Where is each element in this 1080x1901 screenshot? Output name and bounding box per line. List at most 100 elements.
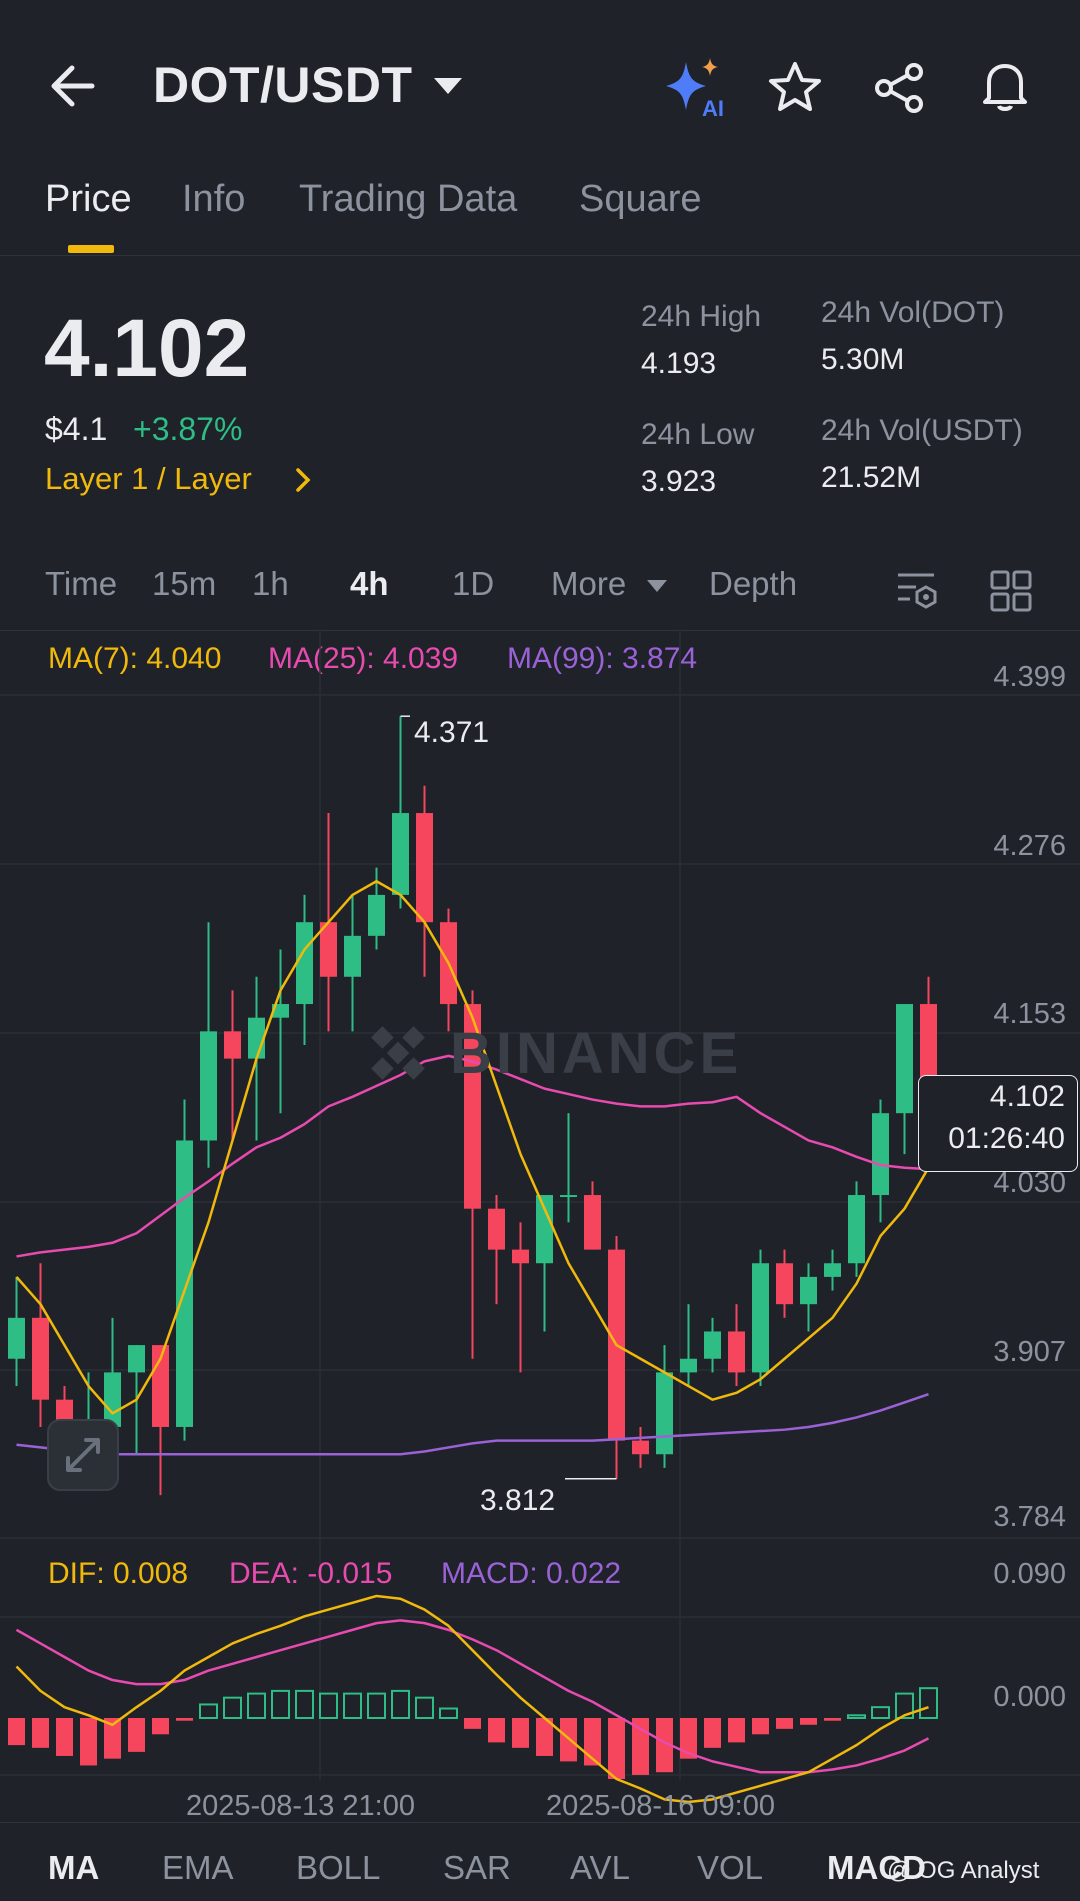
macd-bar xyxy=(223,1696,242,1719)
low-label: 24h Low xyxy=(641,418,755,451)
candle-body xyxy=(560,1195,577,1198)
ma7-legend: MA(7): 4.040 xyxy=(48,642,222,675)
price-change: +3.87% xyxy=(133,411,243,447)
dea-legend: DEA: -0.015 xyxy=(229,1557,393,1590)
top-bar: DOT/USDT AI xyxy=(0,0,1080,160)
x-axis-label: 2025-08-13 21:00 xyxy=(186,1790,415,1822)
tab-square[interactable]: Square xyxy=(579,178,702,220)
interval-depth[interactable]: Depth xyxy=(709,565,798,602)
star-icon[interactable] xyxy=(767,60,823,116)
macd-bar xyxy=(391,1689,410,1720)
interval-15m[interactable]: 15m xyxy=(152,565,217,602)
candle-body xyxy=(800,1276,817,1305)
interval-1h[interactable]: 1h xyxy=(252,565,289,602)
macd-bar xyxy=(152,1718,169,1735)
macd-bar xyxy=(895,1692,914,1719)
credit-watermark: @ OG Analyst xyxy=(887,1857,1040,1884)
tab-info[interactable]: Info xyxy=(182,178,246,220)
candle-body xyxy=(224,1031,241,1059)
candle-body xyxy=(584,1195,601,1250)
chevron-down-icon[interactable] xyxy=(432,74,464,98)
tab-trading-data[interactable]: Trading Data xyxy=(299,178,518,220)
macd-bar xyxy=(439,1707,458,1719)
back-arrow-icon[interactable] xyxy=(44,56,104,116)
chart-settings-icon[interactable] xyxy=(894,567,940,613)
macd-bar xyxy=(415,1696,434,1719)
current-price: 4.102 xyxy=(989,1080,1065,1113)
indicator-tab-ema[interactable]: EMA xyxy=(162,1849,234,1886)
interval-1d[interactable]: 1D xyxy=(452,565,495,602)
candle-body xyxy=(296,922,313,1005)
macd-bar xyxy=(728,1718,745,1743)
low-marker: 3.812 xyxy=(480,1484,556,1517)
tab-price[interactable]: Price xyxy=(45,178,132,220)
candle-body xyxy=(8,1317,25,1359)
indicator-tab-avl[interactable]: AVL xyxy=(570,1849,630,1886)
macd-bar xyxy=(824,1718,841,1721)
ma25-line xyxy=(16,1054,929,1258)
macd-bar xyxy=(608,1718,625,1779)
candle-body xyxy=(656,1372,673,1455)
dif-legend: DIF: 0.008 xyxy=(48,1557,189,1590)
candle-body xyxy=(32,1317,49,1400)
candle-body xyxy=(752,1263,769,1373)
interval-time[interactable]: Time xyxy=(45,565,118,602)
candle-body xyxy=(416,813,433,923)
share-icon[interactable] xyxy=(872,60,928,116)
macd-bar xyxy=(512,1718,529,1748)
macd-bar xyxy=(8,1718,25,1746)
price-axis-label: 4.276 xyxy=(993,830,1066,862)
indicator-tab-ma[interactable]: MA xyxy=(48,1849,100,1886)
candle-countdown: 01:26:40 xyxy=(948,1122,1065,1155)
ai-sparkle-icon[interactable]: AI xyxy=(662,56,728,122)
vol-quote-label: 24h Vol(USDT) xyxy=(821,414,1023,447)
layout-grid-icon[interactable] xyxy=(989,569,1033,613)
price-axis-label: 4.153 xyxy=(993,998,1066,1030)
candle-body xyxy=(632,1440,649,1455)
candle-body xyxy=(368,894,385,936)
chevron-right-icon[interactable] xyxy=(293,466,313,494)
macd-bar xyxy=(536,1718,553,1756)
high-label: 24h High xyxy=(641,300,762,333)
candle-body xyxy=(488,1208,505,1250)
macd-bar xyxy=(128,1718,145,1752)
high-marker: 4.371 xyxy=(414,716,490,749)
macd-bar xyxy=(295,1689,314,1720)
interval-bar: Time 15m 1h 4h 1D More Depth xyxy=(0,555,1080,631)
bell-icon[interactable] xyxy=(977,58,1033,114)
x-axis-label: 2025-08-16 09:00 xyxy=(546,1790,775,1822)
candle-body xyxy=(536,1195,553,1264)
macd-bar xyxy=(343,1692,362,1719)
macd-bar xyxy=(656,1718,673,1773)
vol-quote-value: 21.52M xyxy=(821,461,922,494)
ma25-legend: MA(25): 4.039 xyxy=(268,642,459,675)
binance-logo-icon xyxy=(371,1026,425,1080)
indicator-tabs: MA EMA BOLL SAR AVL VOL MACD xyxy=(0,1822,1080,1901)
candle-body xyxy=(272,1004,289,1018)
candle-body xyxy=(512,1249,529,1264)
expand-icon[interactable] xyxy=(46,1418,120,1492)
active-tab-indicator xyxy=(68,245,114,253)
macd-bar xyxy=(488,1718,505,1743)
vol-base-label: 24h Vol(DOT) xyxy=(821,296,1005,329)
high-value: 4.193 xyxy=(641,347,717,380)
indicator-tab-sar[interactable]: SAR xyxy=(443,1849,511,1886)
indicator-tab-macd[interactable]: MACD xyxy=(827,1849,926,1886)
svg-text:AI: AI xyxy=(702,96,724,121)
dif-line xyxy=(15,1594,929,1804)
macd-bar xyxy=(319,1692,338,1719)
macd-bar xyxy=(847,1714,866,1720)
category-link[interactable]: Layer 1 / Layer xyxy=(45,461,252,496)
indicator-tab-vol[interactable]: VOL xyxy=(697,1849,764,1886)
interval-more[interactable]: More xyxy=(551,565,627,602)
indicator-tab-boll[interactable]: BOLL xyxy=(296,1849,381,1886)
pair-title[interactable]: DOT/USDT xyxy=(153,57,413,113)
macd-legend: MACD: 0.022 xyxy=(441,1557,622,1590)
more-chevron-icon[interactable] xyxy=(645,577,669,595)
macd-bar xyxy=(104,1718,121,1759)
macd-bar xyxy=(199,1703,218,1720)
interval-4h[interactable]: 4h xyxy=(350,565,389,602)
macd-bar xyxy=(271,1689,290,1720)
price-axis-label: 3.907 xyxy=(993,1336,1066,1368)
